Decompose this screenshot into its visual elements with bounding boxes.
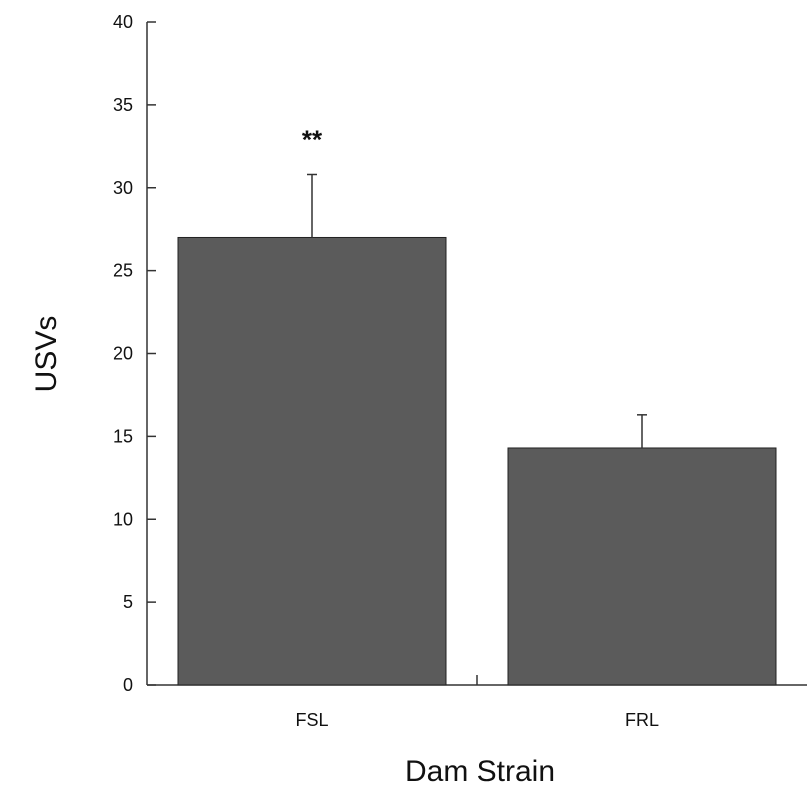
bar-frl <box>507 447 777 686</box>
bar-fsl <box>177 236 447 686</box>
error-bars <box>307 173 647 448</box>
y-axis: 0 5 10 15 20 25 30 35 40 <box>113 12 156 695</box>
y-tick-label: 25 <box>113 261 133 281</box>
y-tick-label: 20 <box>113 344 133 364</box>
x-tick-label-frl: FRL <box>625 710 659 730</box>
bars <box>177 236 777 686</box>
chart-labels: FSL ** FRL <box>295 124 659 730</box>
y-tick-label: 10 <box>113 509 133 529</box>
significance-marker: ** <box>302 124 323 154</box>
y-tick-label: 30 <box>113 178 133 198</box>
y-tick-label: 5 <box>123 592 133 612</box>
y-tick-label: 35 <box>113 95 133 115</box>
y-tick-label: 40 <box>113 12 133 32</box>
x-axis-title: Dam Strain <box>405 755 555 788</box>
y-tick-label: 0 <box>123 675 133 695</box>
y-tick-label: 15 <box>113 426 133 446</box>
y-axis-title: USVs <box>30 316 63 393</box>
x-tick-label-fsl: FSL <box>295 710 328 730</box>
